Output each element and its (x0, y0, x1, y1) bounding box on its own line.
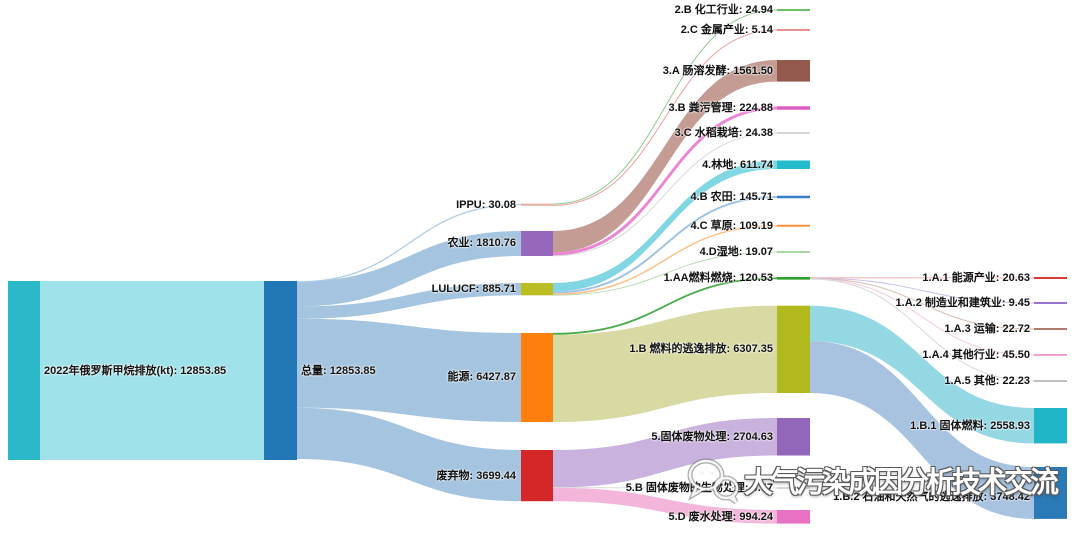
node-label-manure: 3.B 粪污管理: 224.88 (668, 102, 773, 114)
node-label-source: 2022年俄罗斯甲烷排放(kt): 12853.85 (44, 365, 227, 377)
node-label-wetland: 4.D湿地: 19.07 (699, 246, 773, 258)
flow-energy-fugitive[interactable] (553, 305, 777, 422)
flow-total-lulucf[interactable] (297, 283, 521, 319)
node-total[interactable] (264, 281, 297, 460)
flow-agriculture-manure[interactable] (552, 106, 778, 256)
flow-source-total[interactable] (40, 281, 264, 460)
node-forest[interactable] (777, 160, 810, 170)
node-label-solidwaste: 5.固体废物处理: 2704.63 (651, 431, 773, 443)
node-label-fugitive: 1.B 燃料的逃逸排放: 6307.35 (629, 343, 773, 355)
node-label-energy: 能源: 6427.87 (447, 371, 516, 383)
flow-total-ippu[interactable] (296, 203, 522, 283)
flow-lulucf-wetland[interactable] (552, 251, 778, 296)
flow-fuelcombustion-other[interactable] (809, 278, 1035, 382)
node-ippu[interactable] (521, 203, 553, 206)
node-label-transport: 1.A.3 运输: 22.72 (944, 323, 1030, 335)
node-label-total: 总量: 12853.85 (301, 365, 376, 377)
node-label-rice: 3.C 水稻栽培: 24.38 (674, 127, 773, 139)
node-label-chemical: 2.B 化工行业: 24.94 (674, 4, 773, 16)
flow-total-agriculture[interactable] (297, 231, 521, 307)
flow-ippu-metal[interactable] (552, 29, 778, 206)
flow-agriculture-enteric[interactable] (553, 60, 777, 253)
flow-waste-wastewater[interactable] (553, 487, 777, 524)
node-label-forest: 4.林地: 611.74 (702, 159, 773, 171)
flow-fuelcombustion-othersectors[interactable] (809, 278, 1035, 356)
node-source[interactable] (8, 281, 40, 460)
node-label-energyindustry: 1.A.1 能源产业: 20.63 (922, 272, 1030, 284)
flow-agriculture-rice[interactable] (552, 132, 778, 257)
flow-lulucf-forest[interactable] (553, 160, 777, 292)
node-energy[interactable] (521, 333, 553, 422)
flow-total-waste[interactable] (297, 407, 521, 502)
flow-waste-solidwaste[interactable] (553, 418, 777, 488)
flow-energy-fuelcombustion[interactable] (552, 277, 778, 335)
node-label-cropland: 4.B 农田: 145.71 (690, 191, 773, 203)
flow-fugitive-oilgas[interactable] (810, 341, 1034, 519)
node-label-oilgas: 1.B.2 石油和天然气的逃逸排放: 3748.42 (833, 491, 1030, 503)
flow-lulucf-grassland[interactable] (552, 224, 778, 295)
node-label-enteric: 3.A 肠溶发酵: 1561.50 (662, 65, 773, 77)
flow-fuelcombustion-manufacturing[interactable] (809, 277, 1035, 304)
node-label-biotreatment: 5.B 固体废物的生物处理: 0.57 (625, 482, 773, 494)
flow-fugitive-solidfuel[interactable] (810, 305, 1034, 444)
node-solidwaste[interactable] (777, 418, 810, 456)
node-fugitive[interactable] (777, 305, 810, 393)
node-label-wastewater: 5.D 废水处理: 994.24 (668, 511, 773, 523)
node-lulucf[interactable] (521, 283, 553, 296)
node-waste[interactable] (521, 450, 553, 502)
flow-total-energy[interactable] (297, 318, 521, 422)
flow-lulucf-cropland[interactable] (552, 196, 778, 294)
node-label-ippu: IPPU: 30.08 (456, 199, 516, 211)
node-label-other: 1.A.5 其他: 22.23 (944, 375, 1030, 387)
node-label-lulucf: LULUCF: 885.71 (431, 283, 516, 295)
node-label-solidfuel: 1.B.1 固体燃料: 2558.93 (910, 420, 1030, 432)
node-label-manufacturing: 1.A.2 制造业和建筑业: 9.45 (895, 297, 1030, 309)
node-label-metal: 2.C 金属产业: 5.14 (680, 24, 773, 36)
node-label-fuelcombustion: 1.AA燃料燃烧: 120.53 (663, 272, 773, 284)
node-label-waste: 废弃物: 3699.44 (436, 470, 516, 482)
node-label-othersectors: 1.A.4 其他行业: 45.50 (922, 349, 1030, 361)
node-label-agriculture: 农业: 1810.76 (447, 237, 516, 249)
node-agriculture[interactable] (521, 231, 553, 256)
node-solidfuel[interactable] (1034, 408, 1067, 444)
node-enteric[interactable] (777, 60, 810, 82)
node-wastewater[interactable] (777, 510, 810, 524)
flow-fuelcombustion-transport[interactable] (809, 277, 1035, 330)
node-oilgas[interactable] (1034, 467, 1067, 519)
node-label-grassland: 4.C 草原: 109.19 (690, 220, 773, 232)
flow-ippu-chemical[interactable] (552, 9, 778, 205)
